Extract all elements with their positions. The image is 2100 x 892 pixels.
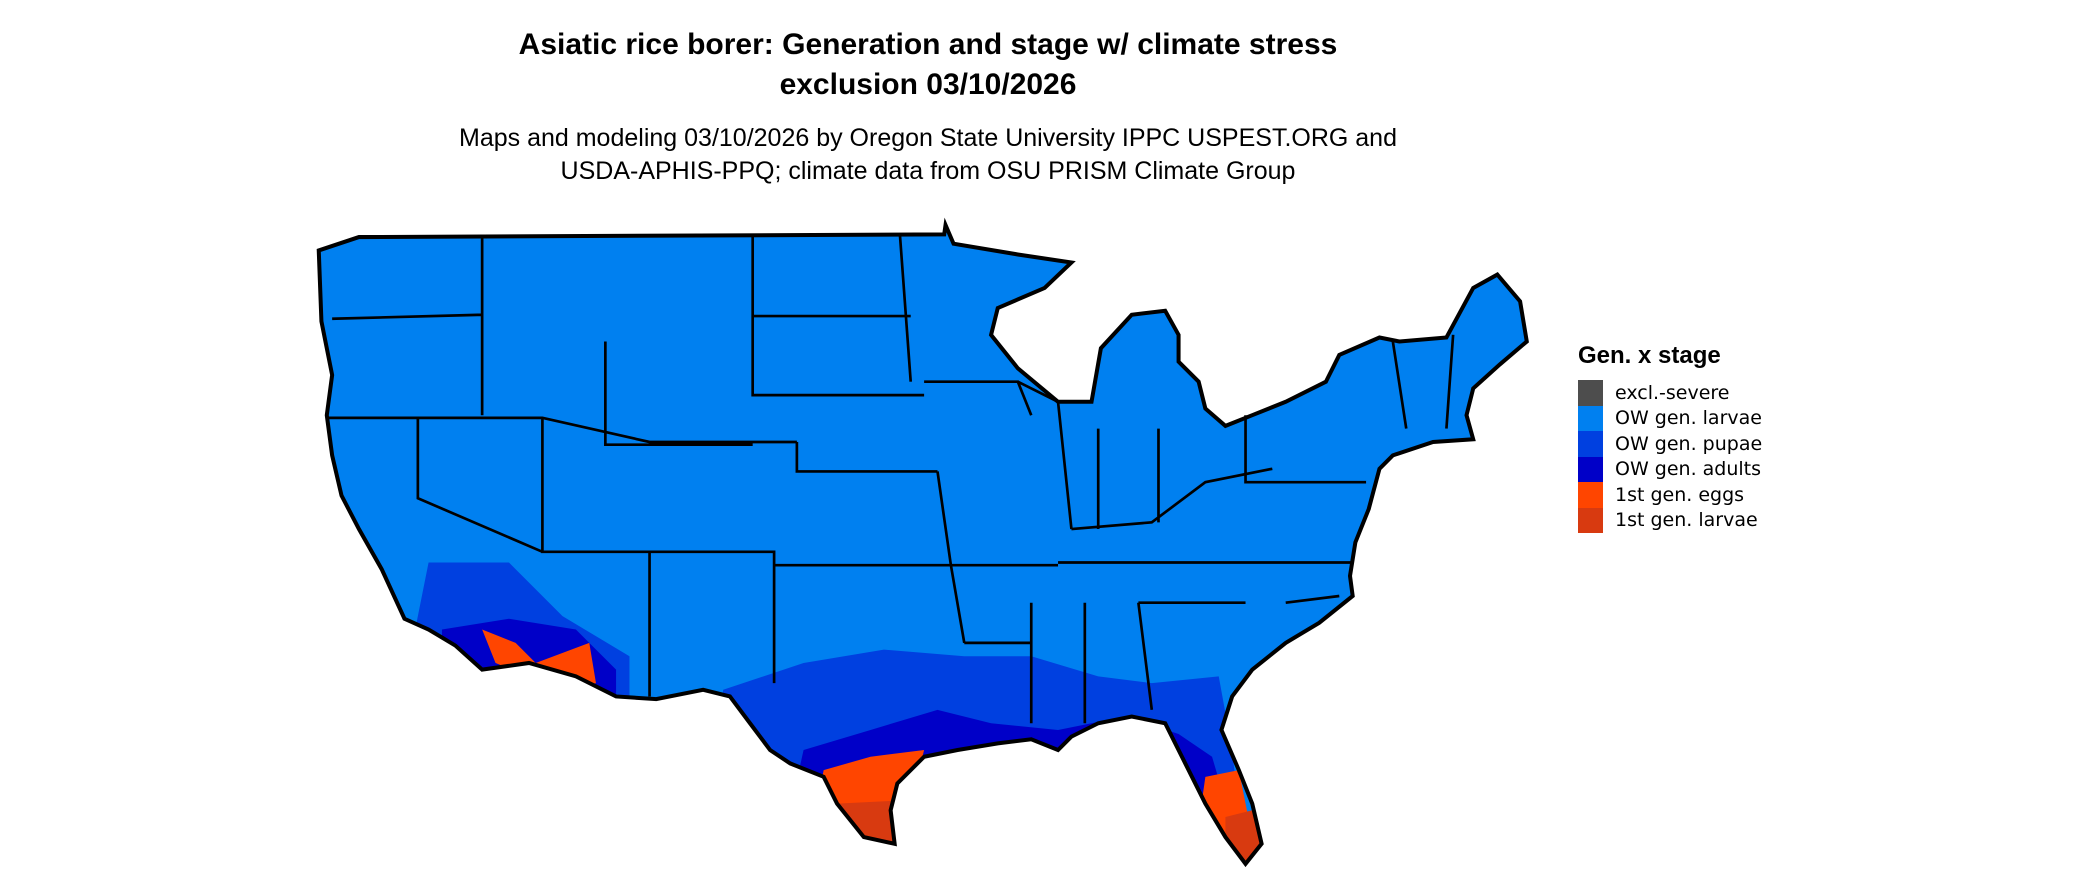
- legend-label: 1st gen. larvae: [1615, 509, 1758, 532]
- legend-swatch: [1578, 431, 1603, 457]
- legend-item-excl-severe: excl.-severe: [1578, 380, 1762, 406]
- legend-item-ow-adults: OW gen. adults: [1578, 456, 1762, 482]
- legend-swatch: [1578, 405, 1603, 431]
- legend-swatch: [1578, 380, 1603, 406]
- legend-label: excl.-severe: [1615, 381, 1730, 404]
- legend-swatch: [1578, 456, 1603, 482]
- legend-label: OW gen. pupae: [1615, 432, 1763, 455]
- legend-item-ow-larvae: OW gen. larvae: [1578, 405, 1762, 431]
- legend-item-ow-pupae: OW gen. pupae: [1578, 431, 1762, 457]
- legend-swatch: [1578, 482, 1603, 508]
- legend-item-1st-eggs: 1st gen. eggs: [1578, 482, 1762, 508]
- legend-label: OW gen. larvae: [1615, 407, 1762, 430]
- legend-swatch: [1578, 507, 1603, 533]
- state-boundaries: [319, 225, 1527, 864]
- legend-item-1st-larvae: 1st gen. larvae: [1578, 507, 1762, 533]
- legend-label: 1st gen. eggs: [1615, 483, 1745, 506]
- subtitle-line-1: Maps and modeling 03/10/2026 by Oregon S…: [459, 124, 1397, 152]
- legend-label: OW gen. adults: [1615, 458, 1762, 481]
- subtitle-line-2: USDA-APHIS-PPQ; climate data from OSU PR…: [560, 157, 1296, 185]
- region-1st-gen-larvae: [837, 800, 1266, 864]
- map-title-line-2: exclusion 03/10/2026: [779, 68, 1077, 101]
- map-title-line-1: Asiatic rice borer: Generation and stage…: [518, 28, 1338, 61]
- legend-title: Gen. x stage: [1578, 342, 1721, 369]
- legend: Gen. x stage excl.-severe OW gen. larvae…: [1578, 342, 1762, 533]
